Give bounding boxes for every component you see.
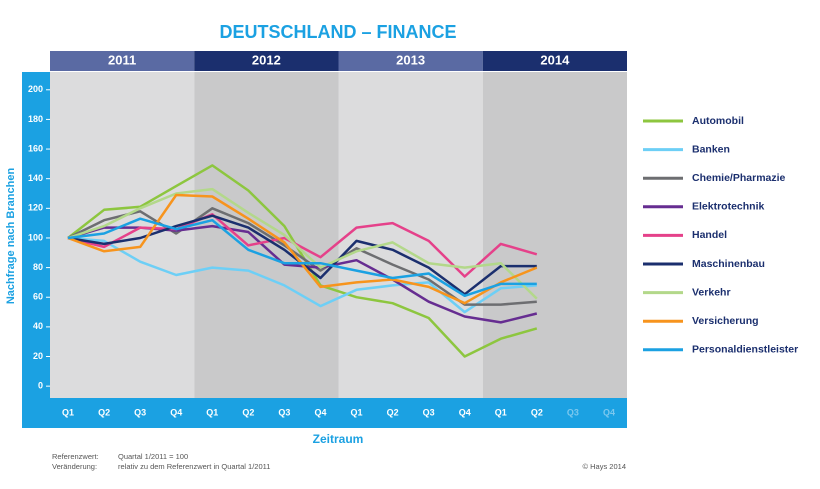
y-tick-label: 180: [28, 114, 43, 124]
x-tick-label: Q3: [134, 407, 146, 417]
legend-label: Automobil: [692, 115, 744, 127]
year-label: 2011: [108, 52, 136, 67]
x-tick-label: Q4: [314, 407, 326, 417]
copyright: © Hays 2014: [583, 462, 626, 471]
chart-title: DEUTSCHLAND – FINANCE: [219, 22, 456, 42]
x-tick-label: Q3: [278, 407, 290, 417]
year-header: [194, 51, 339, 71]
series-line: [67, 217, 537, 298]
x-axis-strip: [22, 398, 627, 428]
series-line: [67, 164, 538, 358]
legend-label: Personaldienstleister: [692, 344, 798, 356]
y-tick-label: 20: [33, 351, 43, 361]
year-header: [482, 51, 627, 71]
legend-label: Chemie/Pharmazie: [692, 172, 786, 184]
year-label: 2012: [252, 52, 281, 67]
x-tick-label: Q4: [170, 407, 182, 417]
legend-label: Banken: [692, 143, 730, 155]
year-label: 2014: [540, 52, 570, 67]
note: Quartal 1/2011 = 100: [118, 452, 188, 461]
note: Referenzwert:: [52, 452, 99, 461]
x-tick-label: Q1: [62, 407, 74, 417]
x-tick-label: Q3: [423, 407, 435, 417]
y-tick-label: 0: [38, 381, 43, 391]
x-tick-label: Q1: [206, 407, 218, 417]
legend-label: Versicherung: [692, 315, 759, 327]
legend-label: Handel: [692, 229, 727, 241]
y-axis-strip: [22, 72, 50, 398]
series-line: [67, 187, 538, 300]
y-tick-label: 100: [28, 232, 43, 242]
y-axis-label: Nachfrage nach Branchen: [5, 168, 17, 305]
legend-label: Verkehr: [692, 286, 731, 298]
x-tick-label: Q2: [242, 407, 254, 417]
note: relativ zu dem Referenzwert in Quartal 1…: [118, 462, 270, 471]
x-tick-label: Q4: [603, 407, 615, 417]
year-band: [338, 72, 483, 398]
legend-label: Maschinenbau: [692, 258, 765, 270]
x-axis-label: Zeitraum: [313, 432, 364, 446]
note: Veränderung:: [52, 462, 97, 471]
series-line: [67, 213, 538, 278]
x-tick-label: Q1: [351, 407, 363, 417]
series-line: [67, 236, 537, 314]
x-tick-label: Q3: [567, 407, 579, 417]
year-band: [482, 72, 627, 398]
y-tick-label: 60: [33, 292, 43, 302]
y-tick-label: 140: [28, 173, 43, 183]
year-header: [50, 51, 195, 71]
year-label: 2013: [396, 52, 425, 67]
legend-label: Elektrotechnik: [692, 201, 765, 213]
series-line: [67, 193, 538, 305]
x-tick-label: Q4: [459, 407, 471, 417]
x-tick-label: Q1: [495, 407, 507, 417]
y-tick-label: 160: [28, 143, 43, 153]
x-tick-label: Q2: [98, 407, 110, 417]
x-tick-label: Q2: [387, 407, 399, 417]
y-tick-label: 80: [33, 262, 43, 272]
year-header: [338, 51, 483, 71]
y-tick-label: 120: [28, 203, 43, 213]
y-tick-label: 200: [28, 84, 43, 94]
x-tick-label: Q2: [531, 407, 543, 417]
y-tick-label: 40: [33, 321, 43, 331]
